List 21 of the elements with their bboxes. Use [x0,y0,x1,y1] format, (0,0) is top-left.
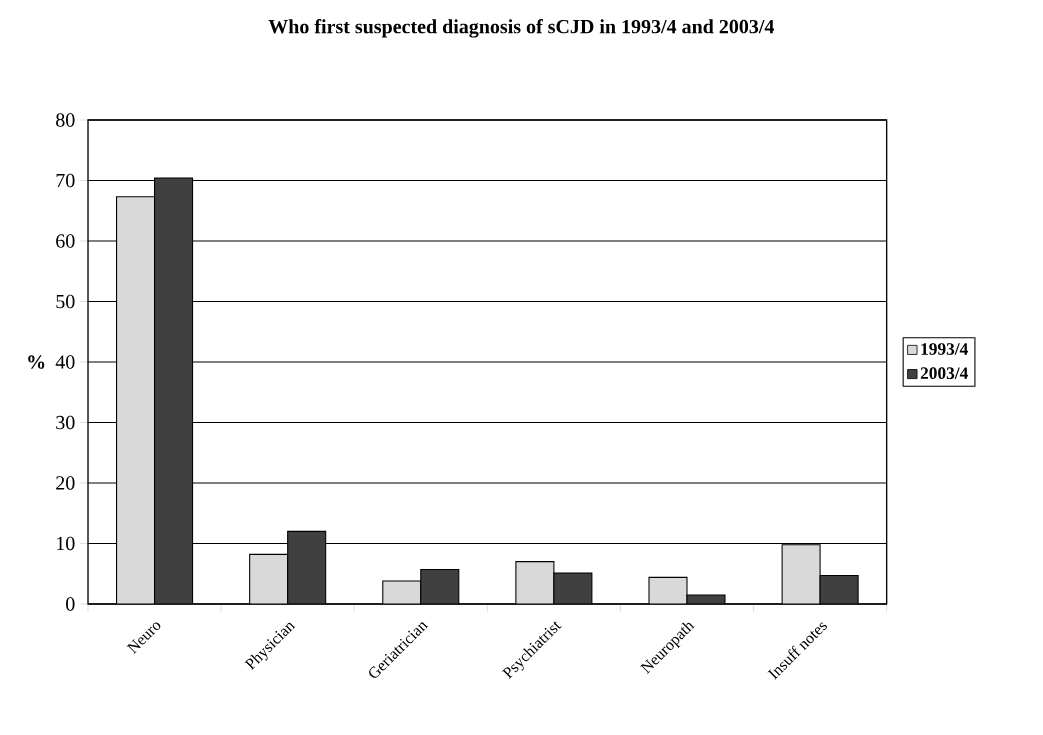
y-tick-label: 70 [56,173,75,188]
bar [287,530,327,604]
bar [781,544,821,604]
bar [819,575,859,604]
y-tick-label: 60 [56,234,75,248]
y-tick-label: 40 [55,355,75,369]
bar [249,553,289,604]
legend-label: 1993/4 [921,343,968,355]
y-tick-label: 20 [56,476,75,490]
chart-title: Who first suspected diagnosis of sCJD in 1993/4 and 2003/4 [268,19,775,38]
y-tick-label: 50 [56,294,75,309]
bar [154,177,194,604]
y-tick-label: 30 [56,415,75,430]
y-tick-label: 10 [57,536,75,551]
y-axis-title: % [28,355,45,369]
legend-label: 2003/4 [920,367,968,379]
y-tick-label: 0 [66,597,75,611]
bar [420,568,460,604]
bar [116,196,156,604]
y-tick-label: 80 [56,113,75,127]
bar [515,561,555,604]
